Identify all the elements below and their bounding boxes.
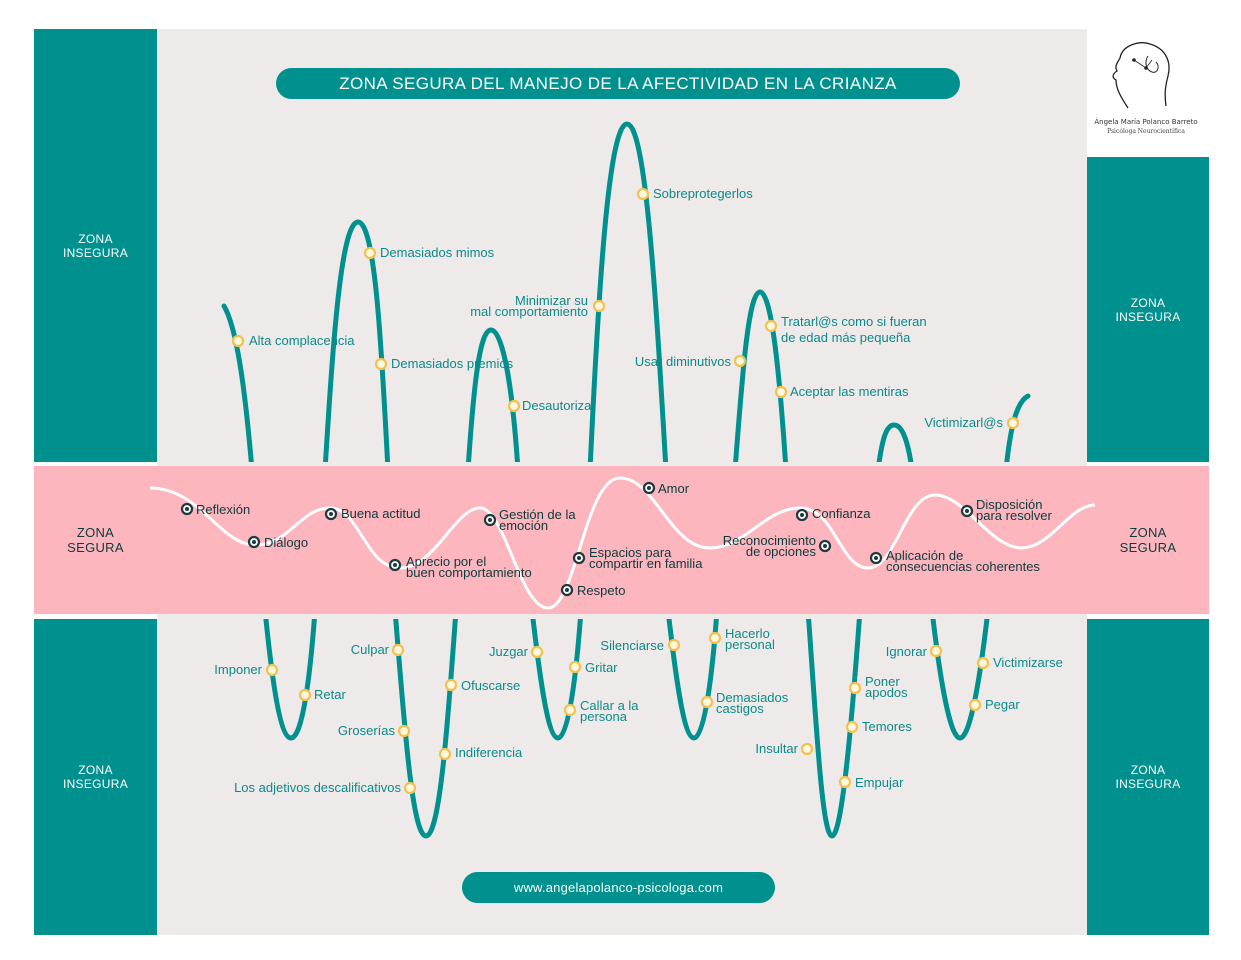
marker-pegar	[968, 698, 982, 712]
marker-ignorar	[929, 644, 943, 658]
marker-victimizarlos	[1006, 416, 1020, 430]
marker-sobreprotegerlos	[636, 187, 650, 201]
label-poner-apodos: Poner apodos	[865, 674, 908, 700]
marker-aceptar-mentiras	[774, 385, 788, 399]
label-desautorizar: Desautorizar	[522, 398, 596, 413]
label-empujar: Empujar	[855, 775, 904, 790]
marker-ofuscarse	[444, 678, 458, 692]
page-title: ZONA SEGURA DEL MANEJO DE LA AFECTIVIDAD…	[276, 68, 960, 99]
upper-wave	[221, 121, 1031, 462]
marker-usar-diminutivos	[733, 354, 747, 368]
marker-imponer	[265, 663, 279, 677]
label-imponer: Imponer	[214, 662, 262, 677]
label-aceptar-mentiras: Aceptar las mentiras	[790, 384, 909, 399]
label-alta-complacencia: Alta complacencia	[249, 333, 355, 348]
marker-silenciarse	[667, 638, 681, 652]
marker-hacerlo-personal	[708, 631, 722, 645]
label-ignorar: Ignorar	[885, 644, 927, 659]
marker-demasiados-mimos	[363, 246, 377, 260]
logo-name: Ángela María Polanco Barreto	[1094, 118, 1198, 126]
label-buena-actitud: Buena actitud	[341, 506, 421, 521]
label-demasiados-castigos: Demasiados castigos	[716, 690, 789, 716]
label-victimizarlos: Victimizarl@s	[924, 415, 1003, 430]
label-indiferencia: Indiferencia	[455, 745, 523, 760]
label-victimizarse: Victimizarse	[993, 655, 1063, 670]
label-sobreprotegerlos: Sobreprotegerlos	[653, 186, 753, 201]
zone-unsafe-bottom-left: ZONA INSEGURA	[34, 619, 157, 935]
marker-desautorizar	[507, 399, 521, 413]
label-retar: Retar	[314, 687, 346, 702]
label-aplicacion: Aplicación de consecuencias coherentes	[886, 548, 1040, 574]
marker-minimizar	[592, 299, 606, 313]
head-profile-icon	[1112, 42, 1170, 109]
label-insultar: Insultar	[755, 741, 798, 756]
label-amor: Amor	[658, 481, 690, 496]
website-link[interactable]: www.angelapolanco-psicologa.com	[462, 872, 775, 903]
label-tratarlos: Tratarl@s como si fueran de edad más pequ…	[781, 314, 927, 345]
marker-tratarlos	[764, 319, 778, 333]
zone-safe-right: ZONA SEGURA	[1119, 525, 1177, 555]
marker-empujar	[838, 775, 852, 789]
marker-victimizarse	[976, 656, 990, 670]
marker-groserias	[397, 724, 411, 738]
label-aprecio: Aprecio por el buen comportamiento	[406, 554, 532, 580]
label-groserias: Groserías	[337, 723, 395, 738]
marker-alta-complacencia	[231, 334, 245, 348]
label-usar-diminutivos: Usar diminutivos	[634, 354, 731, 369]
label-gestion: Gestión de la emoción	[499, 507, 576, 533]
marker-juzgar	[530, 645, 544, 659]
label-temores: Temores	[862, 719, 912, 734]
marker-temores	[845, 720, 859, 734]
safe-zone-band	[34, 466, 1209, 614]
label-juzgar: Juzgar	[488, 644, 528, 659]
zone-unsafe-bottom-right: ZONA INSEGURA	[1087, 619, 1209, 935]
label-callar: Callar a la persona	[580, 698, 639, 724]
zone-safe-left: ZONA SEGURA	[67, 525, 124, 555]
lower-wave	[263, 619, 990, 839]
label-demasiados-premios: Demasiados premios	[391, 356, 514, 371]
marker-demasiados-castigos	[700, 695, 714, 709]
marker-insultar	[800, 742, 814, 756]
label-respeto: Respeto	[577, 583, 626, 598]
marker-retar	[298, 688, 312, 702]
label-hacerlo-personal: Hacerlo personal	[725, 626, 775, 652]
marker-indiferencia	[438, 747, 452, 761]
marker-adjetivos	[403, 781, 417, 795]
label-adjetivos: Los adjetivos descalificativos	[234, 780, 401, 795]
label-ofuscarse: Ofuscarse	[461, 678, 521, 693]
label-confianza: Confianza	[812, 506, 871, 521]
logo: Ángela María Polanco Barreto Psicóloga N…	[1090, 36, 1202, 146]
label-dialogo: Diálogo	[264, 535, 309, 550]
zone-unsafe-top-left: ZONA INSEGURA	[34, 29, 157, 462]
label-reconocimiento: Reconocimiento de opciones	[722, 533, 816, 559]
zone-unsafe-top-right: ZONA INSEGURA	[1087, 157, 1209, 462]
label-demasiados-mimos: Demasiados mimos	[380, 245, 495, 260]
label-silenciarse: Silenciarse	[600, 638, 664, 653]
label-gritar: Gritar	[585, 660, 618, 675]
logo-role: Psicóloga Neurocientífica	[1107, 128, 1185, 135]
label-disposicion: Disposición para resolver	[976, 497, 1052, 523]
label-minimizar: Minimizar su mal comportamiento	[470, 293, 588, 319]
label-pegar: Pegar	[985, 697, 1020, 712]
marker-gritar	[568, 660, 582, 674]
label-culpar: Culpar	[350, 642, 389, 657]
marker-culpar	[391, 643, 405, 657]
label-reflexion: Reflexión	[196, 502, 251, 517]
marker-callar	[563, 703, 577, 717]
marker-demasiados-premios	[374, 357, 388, 371]
label-espacios: Espacios para compartir en familia	[589, 545, 703, 571]
marker-poner-apodos	[848, 681, 862, 695]
markers	[180, 187, 1020, 795]
